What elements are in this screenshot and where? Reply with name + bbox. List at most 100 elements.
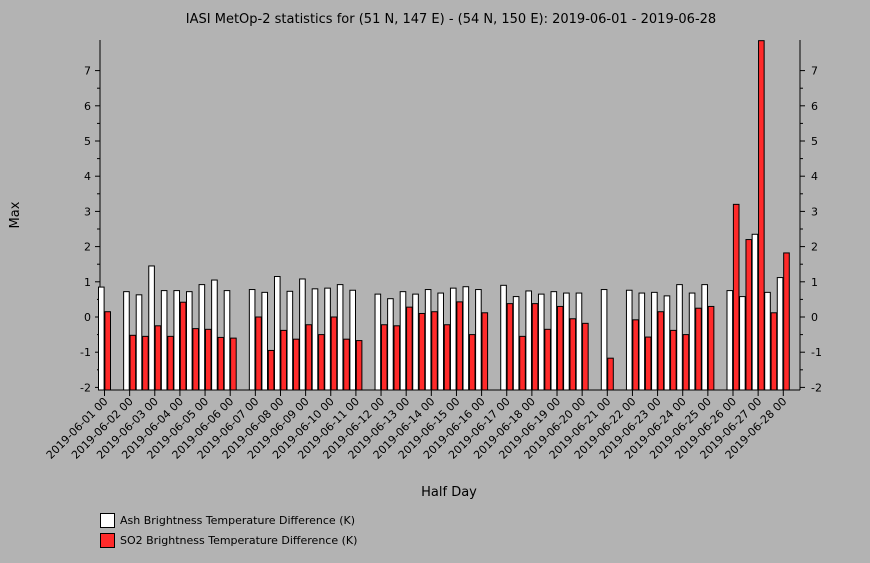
bar-so2 (418, 312, 426, 391)
bar-so2 (104, 311, 112, 391)
bar-ash (324, 287, 331, 391)
bar-so2 (556, 305, 564, 391)
bar-ash (160, 290, 168, 391)
bar-so2 (481, 312, 489, 391)
bar-ash (148, 265, 155, 391)
y-tick-label-right: 1 (811, 276, 818, 289)
bar-ash (776, 277, 784, 391)
bar-ash (676, 284, 683, 391)
bar-so2 (644, 336, 652, 391)
bar-so2 (519, 335, 526, 391)
y-tick-label-right: 2 (811, 241, 818, 254)
bar-ash (550, 291, 558, 391)
y-tick-label-right: -1 (811, 346, 822, 359)
bar-so2 (745, 239, 753, 391)
bar-ash (387, 298, 394, 391)
y-tick-label-right: 6 (811, 100, 818, 113)
bar-ash (123, 291, 130, 391)
legend-label-ash: Ash Brightness Temperature Difference (K… (120, 514, 355, 527)
chart-title: IASI MetOp-2 statistics for (51 N, 147 E… (186, 12, 716, 27)
bar-ash (575, 292, 583, 391)
bar-so2 (380, 324, 388, 391)
bar-ash (198, 284, 206, 391)
y-tick-label-right: 0 (811, 311, 818, 324)
bar-ash (764, 291, 771, 391)
bar-so2 (582, 322, 589, 391)
bar-so2 (406, 306, 413, 391)
bar-ash (336, 284, 344, 391)
bar-so2 (506, 303, 514, 391)
bar-ash (688, 292, 696, 391)
bar-so2 (355, 340, 363, 391)
y-tick-label-right: 4 (811, 170, 818, 183)
x-axis-label: Half Day (421, 485, 477, 500)
bar-ash (173, 290, 181, 391)
bar-ash (475, 289, 482, 391)
y-axis-label: Max (8, 201, 23, 228)
bar-ash (449, 287, 457, 391)
bar-ash (223, 290, 231, 391)
y-tick-label-left: 1 (84, 276, 91, 289)
bar-ash (512, 296, 520, 391)
bar-ash (625, 289, 633, 391)
bar-so2 (142, 335, 149, 391)
bar-so2 (192, 328, 199, 391)
bar-so2 (707, 305, 715, 391)
bar-ash (638, 292, 646, 391)
bar-ash (185, 291, 193, 391)
bar-so2 (632, 319, 639, 391)
y-tick-label-left: 2 (84, 241, 91, 254)
bar-so2 (204, 328, 212, 391)
y-tick-label-right: 3 (811, 205, 818, 218)
bar-so2 (255, 316, 262, 391)
y-tick-label-left: 4 (84, 170, 91, 183)
legend-swatch-so2 (100, 533, 115, 548)
bar-so2 (305, 324, 313, 391)
bar-so2 (758, 40, 765, 391)
bar-ash (299, 278, 306, 391)
bar-so2 (280, 329, 287, 391)
legend-label-so2: SO2 Brightness Temperature Difference (K… (120, 534, 358, 547)
bar-ash (399, 291, 407, 391)
bar-so2 (343, 338, 350, 391)
y-tick-label-left: 7 (84, 65, 91, 78)
bar-so2 (569, 318, 577, 391)
y-tick-label-right: -2 (811, 381, 822, 394)
bar-ash (412, 293, 419, 391)
bar-ash (349, 289, 356, 391)
bar-so2 (695, 307, 702, 391)
bar-ash (525, 290, 532, 391)
bar-so2 (393, 325, 401, 391)
bar-ash (311, 288, 319, 391)
bar-so2 (267, 349, 275, 391)
bar-ash (537, 293, 545, 391)
bar-so2 (154, 325, 162, 391)
bar-ash (751, 233, 759, 391)
bar-so2 (670, 329, 677, 391)
bar-ash (261, 291, 269, 391)
bar-so2 (732, 203, 740, 391)
y-tick-label-left: 3 (84, 205, 91, 218)
bar-ash (500, 284, 507, 391)
bar-so2 (443, 324, 451, 391)
bar-so2 (783, 252, 790, 391)
bar-so2 (230, 337, 237, 391)
bar-ash (273, 276, 281, 391)
bar-so2 (217, 336, 225, 391)
bar-so2 (318, 334, 325, 391)
legend-swatch-ash (100, 513, 115, 528)
bar-so2 (468, 334, 476, 391)
y-tick-label-right: 5 (811, 135, 818, 148)
y-tick-label-left: 0 (84, 311, 91, 324)
bar-so2 (167, 335, 174, 391)
bar-so2 (607, 357, 614, 391)
bar-ash (462, 286, 470, 391)
bar-ash (424, 289, 432, 391)
bar-ash (663, 295, 671, 391)
bar-ash (600, 289, 608, 391)
y-tick-label-left: 5 (84, 135, 91, 148)
y-tick-label-right: 7 (811, 65, 818, 78)
bar-so2 (179, 301, 187, 391)
bar-ash (701, 284, 708, 391)
